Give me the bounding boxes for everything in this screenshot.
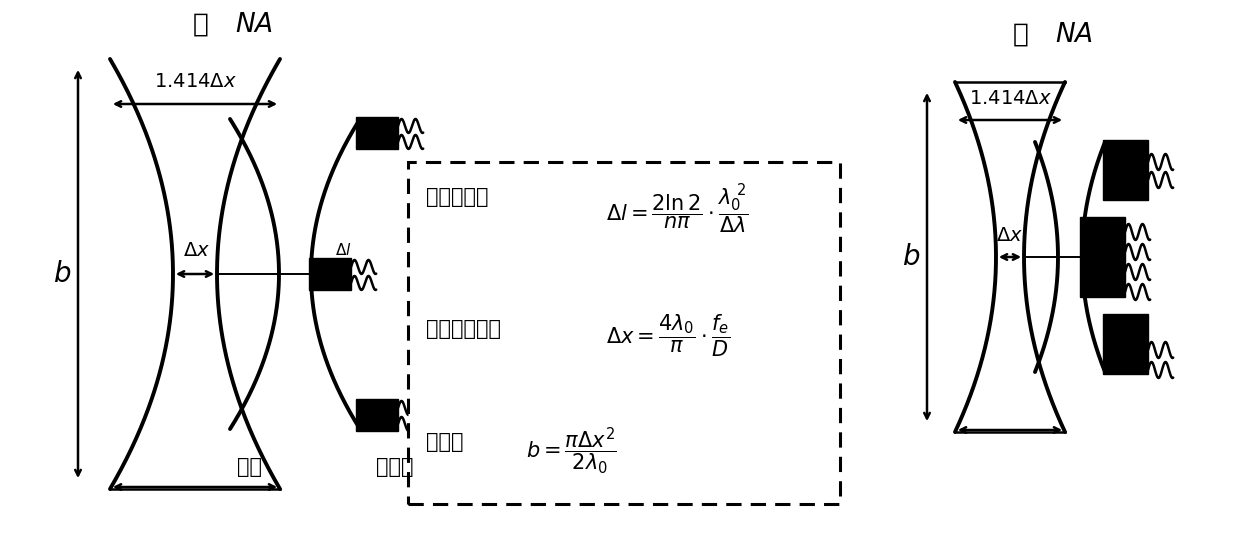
Text: 焦面: 焦面 [238, 457, 263, 477]
Text: $b$: $b$ [901, 243, 920, 271]
Text: $\Delta l$: $\Delta l$ [1107, 225, 1123, 241]
Bar [356, 399, 398, 431]
Bar [1104, 140, 1148, 200]
Text: $b$: $b$ [53, 260, 71, 288]
Text: 焦深：: 焦深： [427, 432, 464, 452]
Text: $1.414\Delta x$: $1.414\Delta x$ [968, 89, 1052, 108]
Text: $\Delta x$: $\Delta x$ [997, 226, 1023, 245]
Text: $\Delta x$: $\Delta x$ [184, 241, 211, 260]
Text: $NA$: $NA$ [236, 12, 273, 38]
Text: $\Delta x = \dfrac{4\lambda_0}{\pi} \cdot \dfrac{f_e}{D}$: $\Delta x = \dfrac{4\lambda_0}{\pi} \cdo… [606, 312, 730, 359]
FancyBboxPatch shape [408, 162, 839, 504]
Text: 相干门: 相干门 [376, 457, 414, 477]
Bar [1080, 217, 1125, 297]
Bar [1104, 314, 1148, 374]
Bar [309, 258, 351, 290]
Bar [356, 117, 398, 149]
Text: $NA$: $NA$ [1055, 22, 1092, 48]
Text: 低: 低 [193, 12, 217, 38]
Text: 高: 高 [1013, 22, 1037, 48]
Text: 相干长度：: 相干长度： [427, 187, 489, 207]
Text: $\Delta l$: $\Delta l$ [335, 242, 352, 258]
Text: $1.414\Delta x$: $1.414\Delta x$ [154, 72, 237, 91]
Text: $b = \dfrac{\pi\Delta x^2}{2\lambda_0}$: $b = \dfrac{\pi\Delta x^2}{2\lambda_0}$ [526, 426, 618, 477]
Text: 横向分辨率：: 横向分辨率： [427, 319, 501, 339]
Text: $\Delta l = \dfrac{2\ln 2}{n\pi} \cdot \dfrac{\lambda_0^{\ 2}}{\Delta\lambda}$: $\Delta l = \dfrac{2\ln 2}{n\pi} \cdot \… [606, 182, 749, 236]
